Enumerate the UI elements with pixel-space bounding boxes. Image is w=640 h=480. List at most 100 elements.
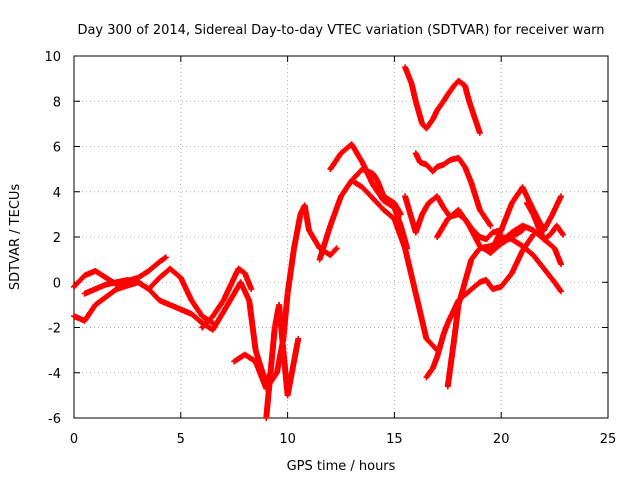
data-point — [348, 141, 355, 148]
grid-lines — [74, 56, 608, 418]
marker-trail — [499, 234, 564, 293]
data-point — [476, 206, 483, 213]
data-point — [284, 392, 291, 399]
data-point — [455, 301, 462, 308]
data-point — [370, 181, 377, 188]
x-tick-label: 20 — [493, 432, 510, 447]
data-point — [558, 193, 565, 200]
data-point — [348, 177, 355, 184]
data-point — [199, 313, 206, 320]
y-tick-label: 0 — [53, 276, 61, 291]
data-point — [476, 129, 483, 136]
data-point — [404, 245, 411, 252]
data-point — [338, 150, 344, 157]
data-point — [498, 227, 505, 234]
marker-trail — [263, 303, 301, 420]
data-point — [374, 177, 381, 184]
data-point — [273, 369, 280, 376]
data-point — [402, 64, 409, 71]
data-point — [558, 288, 565, 295]
data-point — [81, 272, 88, 279]
data-point — [483, 236, 490, 243]
y-tick-label: 10 — [44, 50, 61, 65]
data-point — [551, 245, 558, 252]
marker-trail — [402, 65, 483, 135]
data-point — [536, 227, 543, 234]
data-point — [220, 308, 227, 315]
data-point — [295, 335, 302, 342]
data-point — [553, 222, 560, 229]
data-point — [252, 358, 259, 365]
data-point — [177, 274, 184, 281]
data-point — [241, 351, 248, 358]
data-point — [498, 240, 505, 247]
data-point — [444, 383, 451, 390]
data-point — [434, 193, 441, 200]
data-point — [551, 279, 558, 286]
data-point — [423, 374, 430, 381]
data-point — [177, 306, 184, 313]
series-sat-track-6 — [263, 301, 302, 421]
data-point — [530, 252, 537, 259]
data-point — [209, 326, 216, 333]
data-point — [423, 125, 430, 132]
data-point — [519, 243, 526, 250]
data-point — [476, 279, 483, 286]
series-sat-track-10 — [402, 64, 483, 136]
data-point — [429, 365, 436, 372]
x-tick-label: 0 — [70, 432, 78, 447]
data-point — [434, 234, 441, 240]
data-point — [370, 195, 377, 202]
data-point — [419, 211, 426, 218]
data-point — [297, 211, 304, 218]
data-point — [466, 98, 473, 105]
data-point — [429, 116, 436, 123]
data-point — [530, 227, 537, 234]
data-point — [188, 297, 195, 304]
data-point — [466, 288, 473, 295]
data-point — [301, 202, 308, 209]
data-point — [209, 313, 216, 320]
data-point — [231, 274, 238, 281]
data-point — [530, 211, 537, 218]
data-point — [370, 170, 377, 177]
data-point — [519, 184, 526, 191]
data-point — [380, 206, 387, 213]
data-point — [71, 313, 77, 320]
data-point — [359, 166, 366, 173]
data-point — [241, 270, 248, 277]
data-point — [468, 256, 475, 263]
series-sat-track-7 — [316, 177, 441, 354]
data-point — [333, 245, 340, 252]
series-sat-track-3 — [81, 276, 274, 388]
data-point — [124, 276, 131, 283]
data-point — [113, 286, 120, 293]
data-point — [468, 179, 475, 186]
data-point — [280, 347, 287, 354]
data-point — [162, 254, 169, 261]
data-point — [135, 279, 142, 286]
series-sat-track-16 — [498, 234, 565, 295]
y-axis-title: SDTVAR / TECUs — [8, 184, 23, 291]
data-point — [487, 249, 494, 256]
data-point — [412, 229, 419, 236]
marker-trail — [328, 142, 410, 250]
chart-title: Day 300 of 2014, Sidereal Day-to-day VTE… — [77, 23, 604, 38]
data-point — [246, 297, 253, 304]
data-point — [558, 261, 565, 268]
data-point — [489, 286, 496, 293]
data-point — [327, 166, 334, 173]
data-point — [263, 415, 270, 421]
data-point — [461, 279, 468, 286]
data-point — [156, 297, 163, 304]
data-point — [547, 231, 554, 238]
data-point — [412, 150, 419, 157]
data-point — [397, 211, 404, 218]
data-point — [519, 227, 526, 234]
data-point — [461, 82, 468, 89]
data-point — [391, 200, 398, 207]
data-point — [316, 256, 323, 263]
data-point — [412, 290, 419, 297]
data-point — [338, 193, 344, 200]
